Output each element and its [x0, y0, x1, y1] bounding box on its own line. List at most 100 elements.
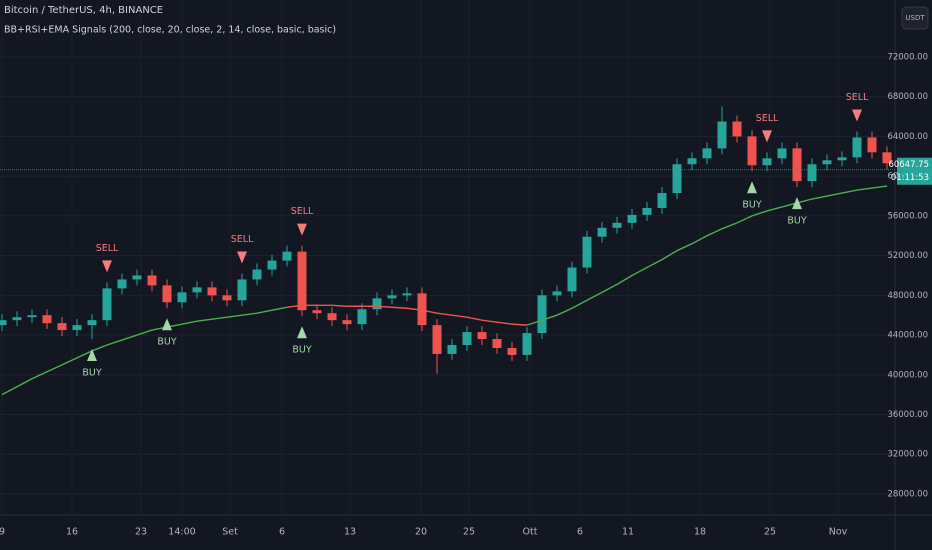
y-tick-label: 36000.00	[887, 410, 928, 420]
x-tick-label: 6	[279, 527, 285, 538]
candle-body	[357, 309, 367, 325]
candle-body	[297, 251, 307, 311]
candle-body	[207, 287, 217, 296]
x-tick-label: 18	[694, 527, 706, 538]
sell-label: SELL	[291, 206, 314, 217]
candle-body	[312, 310, 322, 314]
candle-body	[57, 323, 67, 331]
countdown-label: 01:11:53	[891, 173, 929, 183]
ema-line	[1, 185, 888, 396]
candle-body	[12, 317, 22, 321]
grid	[0, 56, 895, 495]
candle-body	[762, 158, 772, 166]
last-price-box	[897, 157, 932, 185]
candle-body	[87, 320, 97, 326]
chart-title: Bitcoin / TetherUS, 4h, BINANCE	[4, 5, 163, 16]
candle-body	[867, 137, 877, 153]
candle-body	[0, 320, 7, 326]
candle-body	[807, 164, 817, 182]
x-tick-label: 16	[66, 527, 78, 538]
buy-label: BUY	[742, 200, 761, 211]
sell-marker	[852, 109, 862, 122]
plot: SELL SELL SELL SELL SELL BUY BUY BUY BUY BUY	[0, 92, 895, 396]
x-tick-label: 11	[622, 527, 634, 538]
candle-body	[282, 251, 292, 261]
ema-line	[286, 304, 528, 326]
candle-body	[522, 333, 532, 355]
currency: USDT	[905, 14, 925, 22]
candle-body	[552, 291, 562, 296]
candle-body	[642, 207, 652, 215]
sell-marker	[297, 223, 307, 236]
candle-body	[612, 222, 622, 228]
buy-label: BUY	[292, 345, 311, 356]
sell-label: SELL	[96, 243, 119, 254]
y-tick-label: 32000.00	[887, 450, 928, 460]
buy-label: BUY	[82, 368, 101, 379]
candle-body	[627, 214, 637, 223]
candle-body	[222, 295, 232, 301]
candle-body	[132, 275, 142, 280]
candle-body	[882, 152, 892, 164]
candle-body	[477, 332, 487, 340]
x-tick-label: 14:00	[168, 527, 195, 538]
axes: 28000.00 32000.00 36000.00 40000.00 44000.00…	[0, 53, 932, 538]
candle-body	[792, 148, 802, 182]
y-tick-label: 40000.00	[887, 370, 928, 380]
buy-marker	[747, 181, 757, 194]
candle-body	[672, 164, 682, 194]
candle-body	[777, 148, 787, 159]
y-tick-label: 72000.00	[887, 53, 928, 63]
y-tick-label: 52000.00	[887, 251, 928, 261]
candle-body	[327, 313, 337, 321]
candle-body	[447, 344, 457, 354]
candle-body	[177, 292, 187, 303]
y-tick-label: 68000.00	[887, 92, 928, 102]
x-tick-label: Set	[222, 527, 238, 538]
x-tick-label: Nov	[829, 527, 848, 538]
candle-body	[492, 339, 502, 348]
last-price-label: 60647.75	[888, 160, 929, 170]
candle-body	[72, 325, 82, 331]
candle-body	[567, 267, 577, 292]
x-tick-label: 20	[415, 527, 427, 538]
candle-body	[102, 288, 112, 321]
candle-body	[372, 298, 382, 310]
candle-body	[267, 260, 277, 270]
candle-body	[342, 320, 352, 325]
candle-body	[822, 160, 832, 165]
y-tick-label: 44000.00	[887, 331, 928, 341]
y-tick-label: 28000.00	[887, 489, 928, 499]
x-tick-label: 25	[463, 527, 475, 538]
buy-marker	[87, 349, 97, 362]
x-tick-label: 23	[135, 527, 147, 538]
x-tick-label: 13	[344, 527, 356, 538]
sell-label: SELL	[231, 234, 254, 245]
sell-label: SELL	[756, 113, 779, 124]
candle-body	[117, 279, 127, 289]
x-tick-label: Ott	[523, 527, 538, 538]
sell-marker	[762, 130, 772, 143]
candle-body	[432, 325, 442, 354]
candle-body	[537, 295, 547, 334]
y-tick-label: 56000.00	[887, 211, 928, 221]
candle-body	[237, 279, 247, 301]
candle-body	[852, 137, 862, 158]
currency-box[interactable]	[901, 6, 929, 30]
candle-body	[837, 157, 847, 161]
sell-marker	[237, 251, 247, 264]
candle-body	[252, 269, 262, 280]
candle-body	[597, 227, 607, 237]
candle-body	[687, 158, 697, 165]
buy-marker	[162, 318, 172, 331]
candle-body	[582, 236, 592, 268]
buy-marker	[792, 197, 802, 210]
candle-body	[192, 287, 202, 293]
candle-body	[462, 332, 472, 345]
candle-body	[387, 295, 397, 299]
candle-body	[702, 148, 712, 159]
x-tick-label: 6	[577, 527, 583, 538]
